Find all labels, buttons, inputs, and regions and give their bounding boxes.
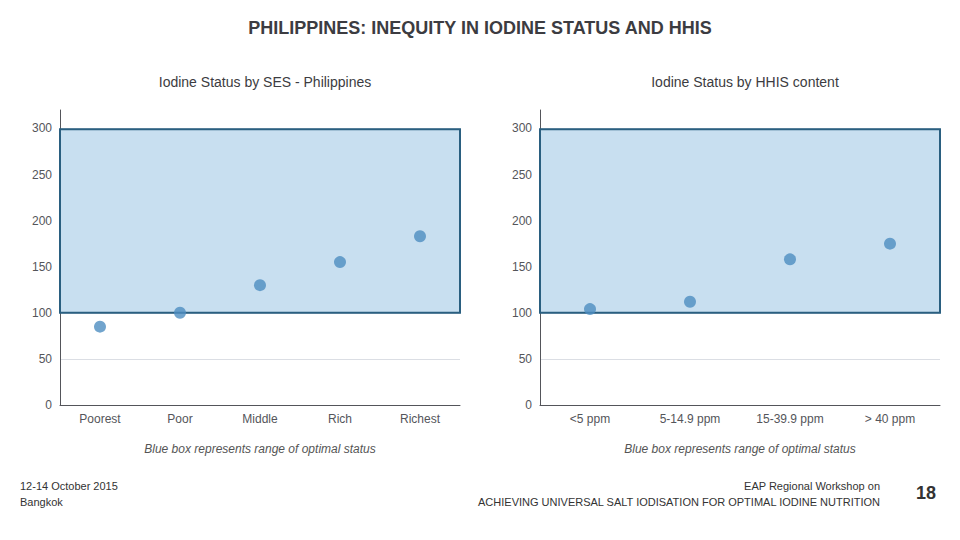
svg-text:300: 300 <box>512 121 532 135</box>
svg-text:ACHIEVING UNIVERSAL SALT IODIS: ACHIEVING UNIVERSAL SALT IODISATION FOR … <box>478 496 880 508</box>
svg-text:5-14.9 ppm: 5-14.9 ppm <box>660 412 721 426</box>
svg-text:200: 200 <box>512 214 532 228</box>
svg-text:150: 150 <box>512 260 532 274</box>
svg-text:Richest: Richest <box>400 412 441 426</box>
svg-text:15-39.9 ppm: 15-39.9 ppm <box>756 412 823 426</box>
svg-text:Blue box represents range of o: Blue box represents range of optimal sta… <box>624 442 855 456</box>
svg-text:100: 100 <box>32 306 52 320</box>
svg-text:200: 200 <box>32 214 52 228</box>
svg-text:18: 18 <box>916 483 936 503</box>
svg-text:EAP Regional Workshop on: EAP Regional Workshop on <box>744 480 880 492</box>
svg-text:Blue box represents range of o: Blue box represents range of optimal sta… <box>144 442 375 456</box>
svg-text:Poor: Poor <box>167 412 192 426</box>
svg-text:> 40 ppm: > 40 ppm <box>865 412 915 426</box>
svg-text:<5 ppm: <5 ppm <box>570 412 610 426</box>
svg-text:150: 150 <box>32 260 52 274</box>
svg-text:300: 300 <box>32 121 52 135</box>
svg-text:250: 250 <box>32 168 52 182</box>
svg-text:0: 0 <box>45 398 52 412</box>
svg-text:100: 100 <box>512 306 532 320</box>
svg-text:50: 50 <box>39 352 53 366</box>
svg-text:Iodine Status by HHIS content: Iodine Status by HHIS content <box>651 74 839 90</box>
svg-text:12-14 October 2015: 12-14 October 2015 <box>20 480 118 492</box>
svg-text:50: 50 <box>519 352 533 366</box>
svg-text:Bangkok: Bangkok <box>20 496 63 508</box>
svg-text:PHILIPPINES: INEQUITY IN IODIN: PHILIPPINES: INEQUITY IN IODINE STATUS A… <box>248 18 711 38</box>
svg-text:Rich: Rich <box>328 412 352 426</box>
svg-text:0: 0 <box>525 398 532 412</box>
svg-text:Middle: Middle <box>242 412 278 426</box>
svg-text:Iodine Status by SES - Philipp: Iodine Status by SES - Philippines <box>159 74 371 90</box>
svg-text:Poorest: Poorest <box>79 412 121 426</box>
svg-text:250: 250 <box>512 168 532 182</box>
